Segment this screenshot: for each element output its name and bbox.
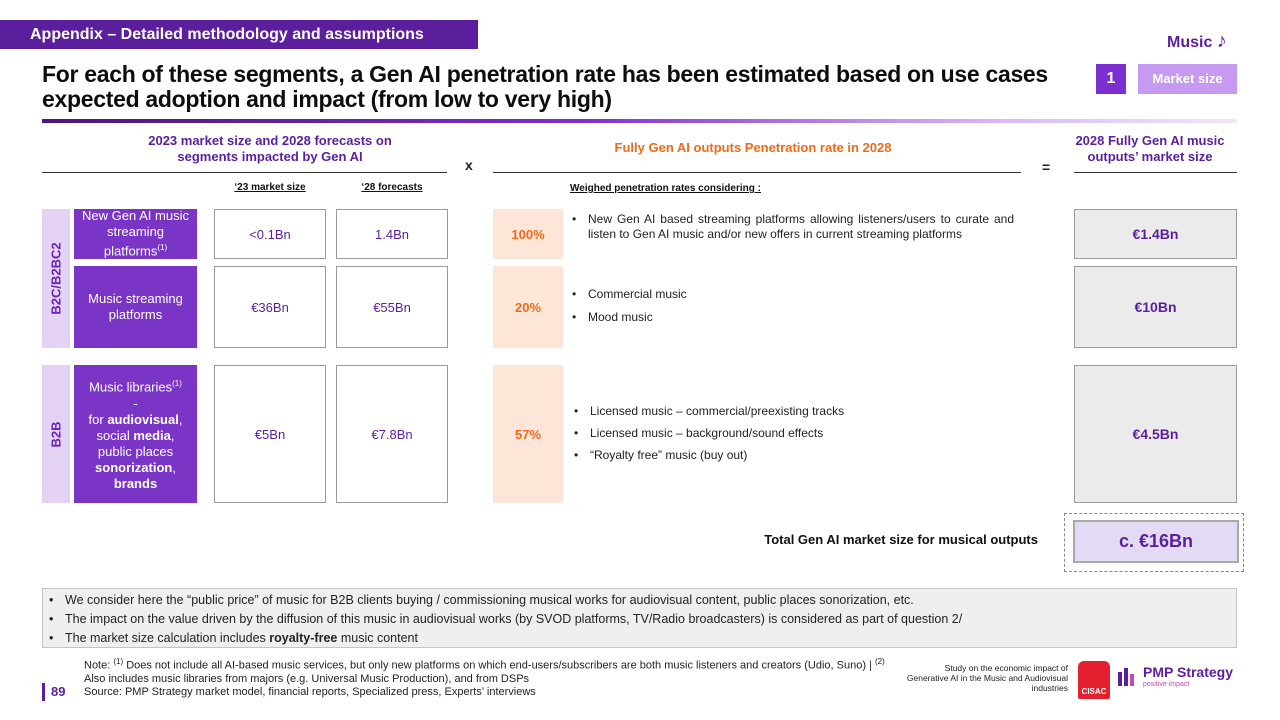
notes-box: We consider here the “public price” of m… (42, 588, 1237, 648)
column-header-penetration: Fully Gen AI outputs Penetration rate in… (614, 140, 892, 155)
use-case-list: New Gen AI based streaming platforms all… (570, 212, 1014, 242)
group-label-b2c: B2C/B2BC2 (42, 209, 70, 348)
page-number: 89 (51, 684, 66, 699)
result-market-size: €10Bn (1074, 266, 1237, 348)
market-size-2023: €5Bn (214, 365, 326, 503)
cisac-logo: CISAC (1078, 661, 1110, 699)
segment-dash: - (133, 395, 138, 411)
footnote-text: Also includes music libraries from major… (84, 672, 530, 685)
segment-title-text: Music libraries (89, 379, 173, 395)
segment-text: New Gen AI music streaming platforms (82, 208, 189, 259)
segment-music-streaming: Music streaming platforms (74, 266, 197, 348)
segment-for: for (88, 411, 108, 427)
title-divider (42, 119, 1237, 123)
use-case-list: Commercial music Mood music (570, 287, 1014, 325)
column-header-market: 2023 market size and 2028 forecasts on s… (90, 133, 450, 165)
segment-uses-line1: for audiovisual, (89, 412, 183, 428)
section-label: Music ♪ (1167, 30, 1227, 53)
segment-brands: brands (113, 475, 158, 491)
pmp-logo-icon (1118, 668, 1134, 686)
source-line: Source: PMP Strategy market model, finan… (84, 686, 536, 698)
section-tag: Appendix – Detailed methodology and assu… (0, 20, 478, 49)
total-label: Total Gen AI market size for musical out… (764, 532, 1038, 547)
penetration-rate: 57% (493, 365, 563, 503)
segment-comma: , (172, 459, 176, 475)
pmp-tagline: positive impact (1143, 681, 1190, 688)
total-value: c. €16Bn (1073, 520, 1239, 563)
column-header-market-text: 2023 market size and 2028 forecasts on s… (148, 133, 392, 164)
result-header-rule (1074, 172, 1237, 173)
penetration-header-rule (493, 172, 1021, 173)
pmp-logo-text: PMP Strategy (1143, 664, 1233, 680)
segment-uses-line5: brands (114, 476, 157, 492)
segment-title: Music libraries(1) (89, 376, 182, 395)
segment-social: social (96, 427, 134, 443)
segment-comma: , (178, 411, 183, 427)
footnote: Note: (1) Does not include all AI-based … (84, 655, 904, 686)
subheader-2023: ‘23 market size (234, 182, 306, 193)
step-number-badge: 1 (1096, 64, 1126, 94)
use-case-item: Licensed music – background/sound effect… (572, 426, 1016, 441)
market-size-2023: <0.1Bn (214, 209, 326, 259)
music-note-icon: ♪ (1216, 30, 1227, 52)
page-number-bar (42, 683, 45, 701)
use-case-item: Licensed music – commercial/preexisting … (572, 404, 1016, 419)
forecast-2028: €7.8Bn (336, 365, 448, 503)
note-item: The impact on the value driven by the di… (47, 610, 1232, 629)
footnote-marker: (1) (113, 657, 124, 666)
segment-label: New Gen AI music streaming platforms(1) (78, 208, 193, 259)
result-market-size: €4.5Bn (1074, 365, 1237, 503)
use-case-item: Commercial music (570, 287, 1014, 302)
forecast-2028: €55Bn (336, 266, 448, 348)
result-market-size: €1.4Bn (1074, 209, 1237, 259)
total-dashed-frame (1064, 513, 1244, 572)
segment-comma: , (170, 427, 175, 443)
equals-operator: = (1042, 159, 1051, 175)
segment-label: Music streaming platforms (88, 291, 183, 322)
section-label-text: Music (1167, 34, 1213, 51)
footnote-prefix: Note: (84, 659, 114, 672)
segment-audiovisual: audiovisual (107, 411, 179, 427)
page-title: For each of these segments, a Gen AI pen… (42, 61, 1048, 112)
note-item: The market size calculation includes roy… (47, 629, 1232, 648)
column-header-result: 2028 Fully Gen AI music outputs’ market … (1062, 133, 1238, 165)
use-case-item: “Royalty free” music (buy out) (572, 448, 1016, 463)
forecast-2028: 1.4Bn (336, 209, 448, 259)
segment-uses-line2: social media, (96, 428, 174, 444)
use-case-item: New Gen AI based streaming platforms all… (570, 212, 1014, 242)
segment-new-genai-streaming: New Gen AI music streaming platforms(1) (74, 208, 197, 259)
note-bold-text: royalty-free (269, 631, 338, 645)
subheader-weighed: Weighed penetration rates considering : (570, 183, 761, 194)
segment-uses-line3: public places (97, 443, 174, 459)
note-item: We consider here the “public price” of m… (47, 591, 1232, 610)
market-size-2023: €36Bn (214, 266, 326, 348)
group-label-b2c-text: B2C/B2BC2 (48, 242, 64, 315)
use-case-item: Mood music (570, 310, 1014, 325)
penetration-rate: 20% (493, 266, 563, 348)
note-text: The market size calculation includes (65, 631, 270, 645)
segment-sonorization: sonorization (95, 459, 173, 475)
market-header-rule (42, 172, 447, 173)
column-header-result-text: 2028 Fully Gen AI music outputs’ market … (1075, 133, 1225, 164)
footnote-marker: (1) (172, 379, 182, 389)
segment-media: media (133, 427, 171, 443)
multiply-operator: x (465, 157, 473, 173)
segment-music-libraries: Music libraries(1) - for audiovisual, so… (74, 365, 197, 503)
footnote-marker: (1) (157, 243, 168, 253)
footnote-marker: (2) (874, 657, 885, 666)
note-text: music content (337, 631, 418, 645)
group-label-b2b-text: B2B (48, 420, 64, 448)
penetration-rate: 100% (493, 209, 563, 259)
group-label-b2b: B2B (42, 365, 70, 503)
segment-uses-line4: sonorization, (95, 460, 176, 476)
step-label-badge: Market size (1138, 64, 1237, 94)
study-title: Study on the economic impact of Generati… (906, 663, 1068, 693)
footnote-text: Does not include all AI-based music serv… (123, 659, 875, 672)
subheader-2028: ‘28 forecasts (361, 182, 423, 193)
use-case-list: Licensed music – commercial/preexisting … (572, 404, 1016, 463)
